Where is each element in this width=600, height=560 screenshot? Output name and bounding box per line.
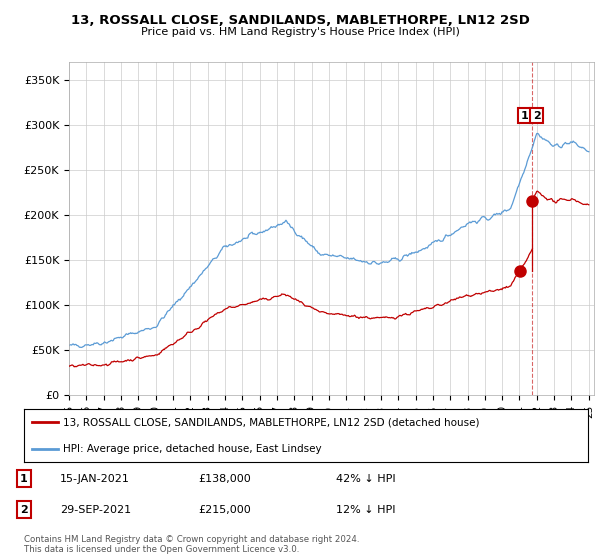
- Text: 12% ↓ HPI: 12% ↓ HPI: [336, 505, 395, 515]
- Text: £138,000: £138,000: [198, 474, 251, 484]
- Text: HPI: Average price, detached house, East Lindsey: HPI: Average price, detached house, East…: [64, 444, 322, 454]
- Text: 1: 1: [521, 111, 529, 120]
- Text: 29-SEP-2021: 29-SEP-2021: [60, 505, 131, 515]
- Text: 2: 2: [533, 111, 541, 120]
- Text: Contains HM Land Registry data © Crown copyright and database right 2024.
This d: Contains HM Land Registry data © Crown c…: [24, 535, 359, 554]
- Text: 42% ↓ HPI: 42% ↓ HPI: [336, 474, 395, 484]
- Text: Price paid vs. HM Land Registry's House Price Index (HPI): Price paid vs. HM Land Registry's House …: [140, 27, 460, 37]
- Text: 2: 2: [20, 505, 28, 515]
- Text: 13, ROSSALL CLOSE, SANDILANDS, MABLETHORPE, LN12 2SD (detached house): 13, ROSSALL CLOSE, SANDILANDS, MABLETHOR…: [64, 417, 480, 427]
- Text: 15-JAN-2021: 15-JAN-2021: [60, 474, 130, 484]
- Text: £215,000: £215,000: [198, 505, 251, 515]
- Text: 13, ROSSALL CLOSE, SANDILANDS, MABLETHORPE, LN12 2SD: 13, ROSSALL CLOSE, SANDILANDS, MABLETHOR…: [71, 14, 529, 27]
- Text: 1: 1: [20, 474, 28, 484]
